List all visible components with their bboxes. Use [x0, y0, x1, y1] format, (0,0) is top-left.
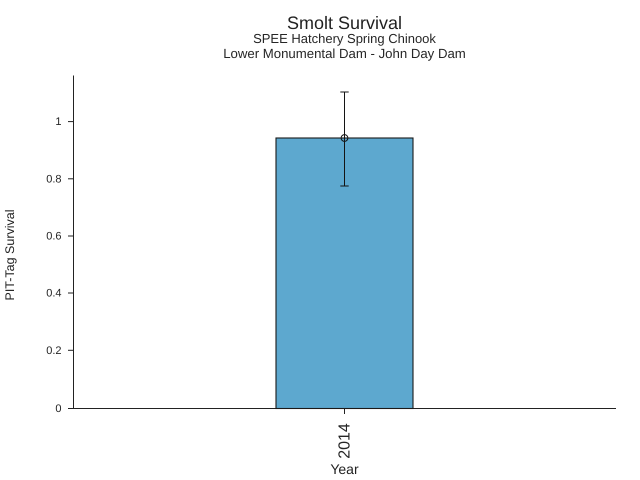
svg-text:1: 1 — [55, 116, 61, 128]
svg-text:0.4: 0.4 — [46, 288, 61, 300]
svg-text:Year: Year — [330, 461, 359, 477]
svg-text:0.6: 0.6 — [46, 231, 61, 243]
svg-text:0.2: 0.2 — [46, 345, 61, 357]
svg-text:0: 0 — [55, 403, 61, 415]
svg-text:0.8: 0.8 — [46, 173, 61, 185]
svg-text:2014: 2014 — [337, 423, 354, 459]
svg-text:PIT-Tag Survival: PIT-Tag Survival — [3, 209, 17, 300]
